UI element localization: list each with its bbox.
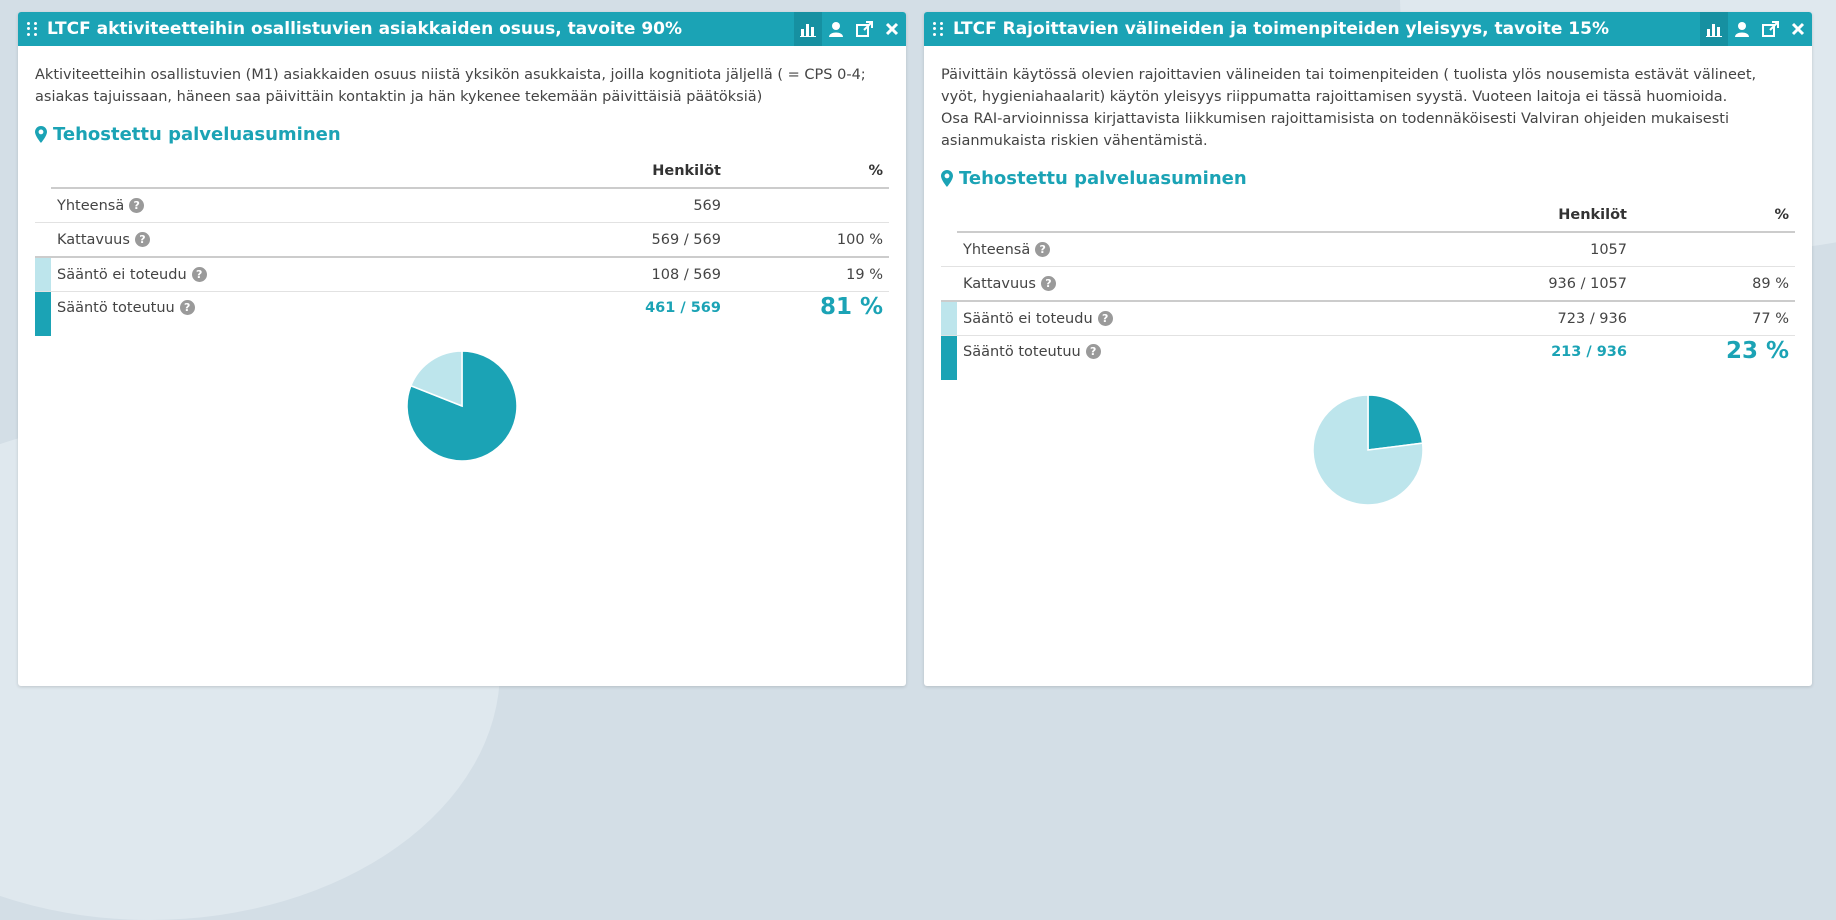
bar-chart-icon[interactable] bbox=[1700, 12, 1728, 46]
legend-swatch-not-met bbox=[941, 302, 957, 335]
widget-description: Aktiviteetteihin osallistuvien (M1) asia… bbox=[35, 64, 889, 108]
widget-panel-activities: LTCF aktiviteetteihin osallistuvien asia… bbox=[18, 12, 906, 686]
section-heading: Tehostettu palveluasuminen bbox=[35, 124, 889, 145]
help-icon[interactable]: ? bbox=[192, 267, 207, 282]
table-row-coverage: Kattavuus? 569 / 569 100 % bbox=[35, 223, 889, 258]
column-header-empty bbox=[51, 157, 489, 188]
table-row-total: Yhteensä? 1057 bbox=[941, 232, 1795, 267]
section-heading: Tehostettu palveluasuminen bbox=[941, 168, 1795, 189]
person-icon[interactable] bbox=[1728, 12, 1756, 46]
column-header-percent: % bbox=[1633, 201, 1795, 232]
stats-table: Henkilöt % Yhteensä? 1057 Kattavuus? 936… bbox=[941, 201, 1795, 388]
table-row-rule-met: Sääntö toteutuu? 461 / 569 81 % bbox=[35, 292, 889, 345]
help-icon[interactable]: ? bbox=[1041, 276, 1056, 291]
widget-title: LTCF Rajoittavien välineiden ja toimenpi… bbox=[953, 19, 1609, 39]
column-header-persons: Henkilöt bbox=[1390, 201, 1633, 232]
help-icon[interactable]: ? bbox=[135, 232, 150, 247]
widget-header: LTCF Rajoittavien välineiden ja toimenpi… bbox=[924, 12, 1812, 46]
drag-handle-icon[interactable] bbox=[27, 22, 39, 36]
column-header-percent: % bbox=[727, 157, 889, 188]
widget-description-note: Osa RAI-arvioinnissa kirjattavista liikk… bbox=[941, 108, 1795, 152]
legend-swatch-not-met bbox=[35, 258, 51, 291]
pie-chart bbox=[1308, 390, 1428, 510]
pie-slice-rule-met[interactable] bbox=[1368, 395, 1423, 450]
help-icon[interactable]: ? bbox=[1035, 242, 1050, 257]
legend-swatch-met bbox=[35, 292, 51, 336]
column-header-empty bbox=[957, 201, 1390, 232]
share-icon[interactable] bbox=[850, 12, 878, 46]
table-row-total: Yhteensä? 569 bbox=[35, 188, 889, 223]
person-icon[interactable] bbox=[822, 12, 850, 46]
help-icon[interactable]: ? bbox=[1086, 344, 1101, 359]
widget-description: Päivittäin käytössä olevien rajoittavien… bbox=[941, 64, 1795, 108]
pie-chart bbox=[402, 346, 522, 466]
table-row-rule-met: Sääntö toteutuu? 213 / 936 23 % bbox=[941, 336, 1795, 389]
column-header-persons: Henkilöt bbox=[489, 157, 727, 188]
map-marker-icon bbox=[35, 126, 47, 143]
table-row-rule-not-met: Sääntö ei toteudu? 723 / 936 77 % bbox=[941, 301, 1795, 336]
table-row-coverage: Kattavuus? 936 / 1057 89 % bbox=[941, 267, 1795, 302]
close-icon[interactable] bbox=[878, 12, 906, 46]
stats-table: Henkilöt % Yhteensä? 569 Kattavuus? 569 … bbox=[35, 157, 889, 344]
map-marker-icon bbox=[941, 170, 953, 187]
help-icon[interactable]: ? bbox=[1098, 311, 1113, 326]
legend-swatch-met bbox=[941, 336, 957, 380]
table-row-rule-not-met: Sääntö ei toteudu? 108 / 569 19 % bbox=[35, 257, 889, 292]
bar-chart-icon[interactable] bbox=[794, 12, 822, 46]
widget-panel-restraints: LTCF Rajoittavien välineiden ja toimenpi… bbox=[924, 12, 1812, 686]
share-icon[interactable] bbox=[1756, 12, 1784, 46]
help-icon[interactable]: ? bbox=[180, 300, 195, 315]
widget-title: LTCF aktiviteetteihin osallistuvien asia… bbox=[47, 19, 682, 39]
help-icon[interactable]: ? bbox=[129, 198, 144, 213]
close-icon[interactable] bbox=[1784, 12, 1812, 46]
drag-handle-icon[interactable] bbox=[933, 22, 945, 36]
widget-header: LTCF aktiviteetteihin osallistuvien asia… bbox=[18, 12, 906, 46]
